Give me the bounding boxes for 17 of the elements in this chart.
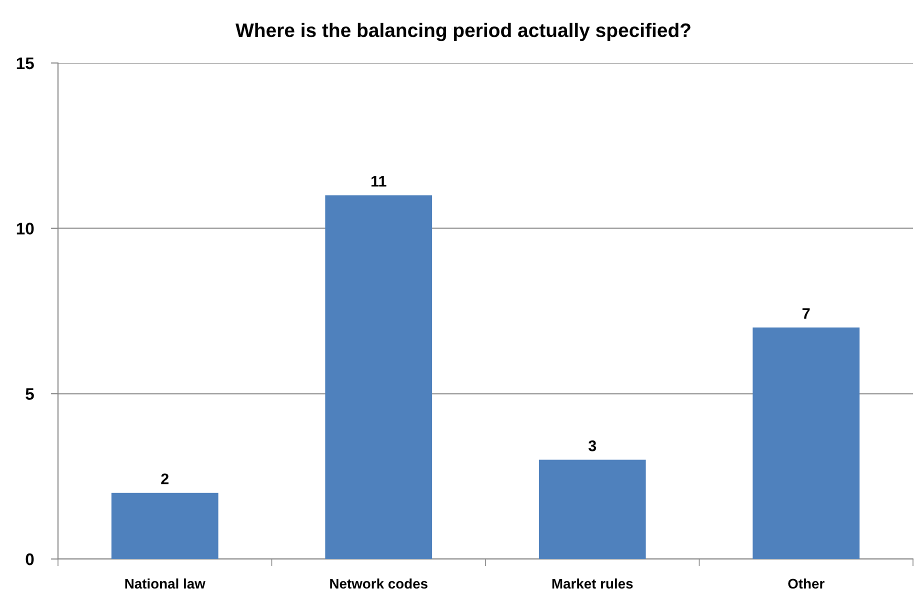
y-tick-label: 0 <box>26 553 34 566</box>
x-tick-label: Network codes <box>330 578 428 589</box>
data-label: 2 <box>161 473 169 484</box>
x-tick-label: Other <box>788 578 824 589</box>
data-label: 7 <box>802 308 810 319</box>
bar <box>752 328 860 559</box>
data-label: 3 <box>588 440 596 452</box>
bar <box>325 195 432 559</box>
x-tick-label: National law <box>125 578 206 589</box>
chart-title: Where is the balancing period actually specified? <box>236 22 690 42</box>
y-tick-label: 15 <box>16 58 34 70</box>
y-tick-label: 5 <box>26 388 34 400</box>
y-tick-label: 10 <box>16 222 34 235</box>
bar <box>111 492 218 559</box>
x-tick-label: Market rules <box>552 578 633 589</box>
bar <box>538 460 646 559</box>
data-label: 11 <box>372 176 386 187</box>
